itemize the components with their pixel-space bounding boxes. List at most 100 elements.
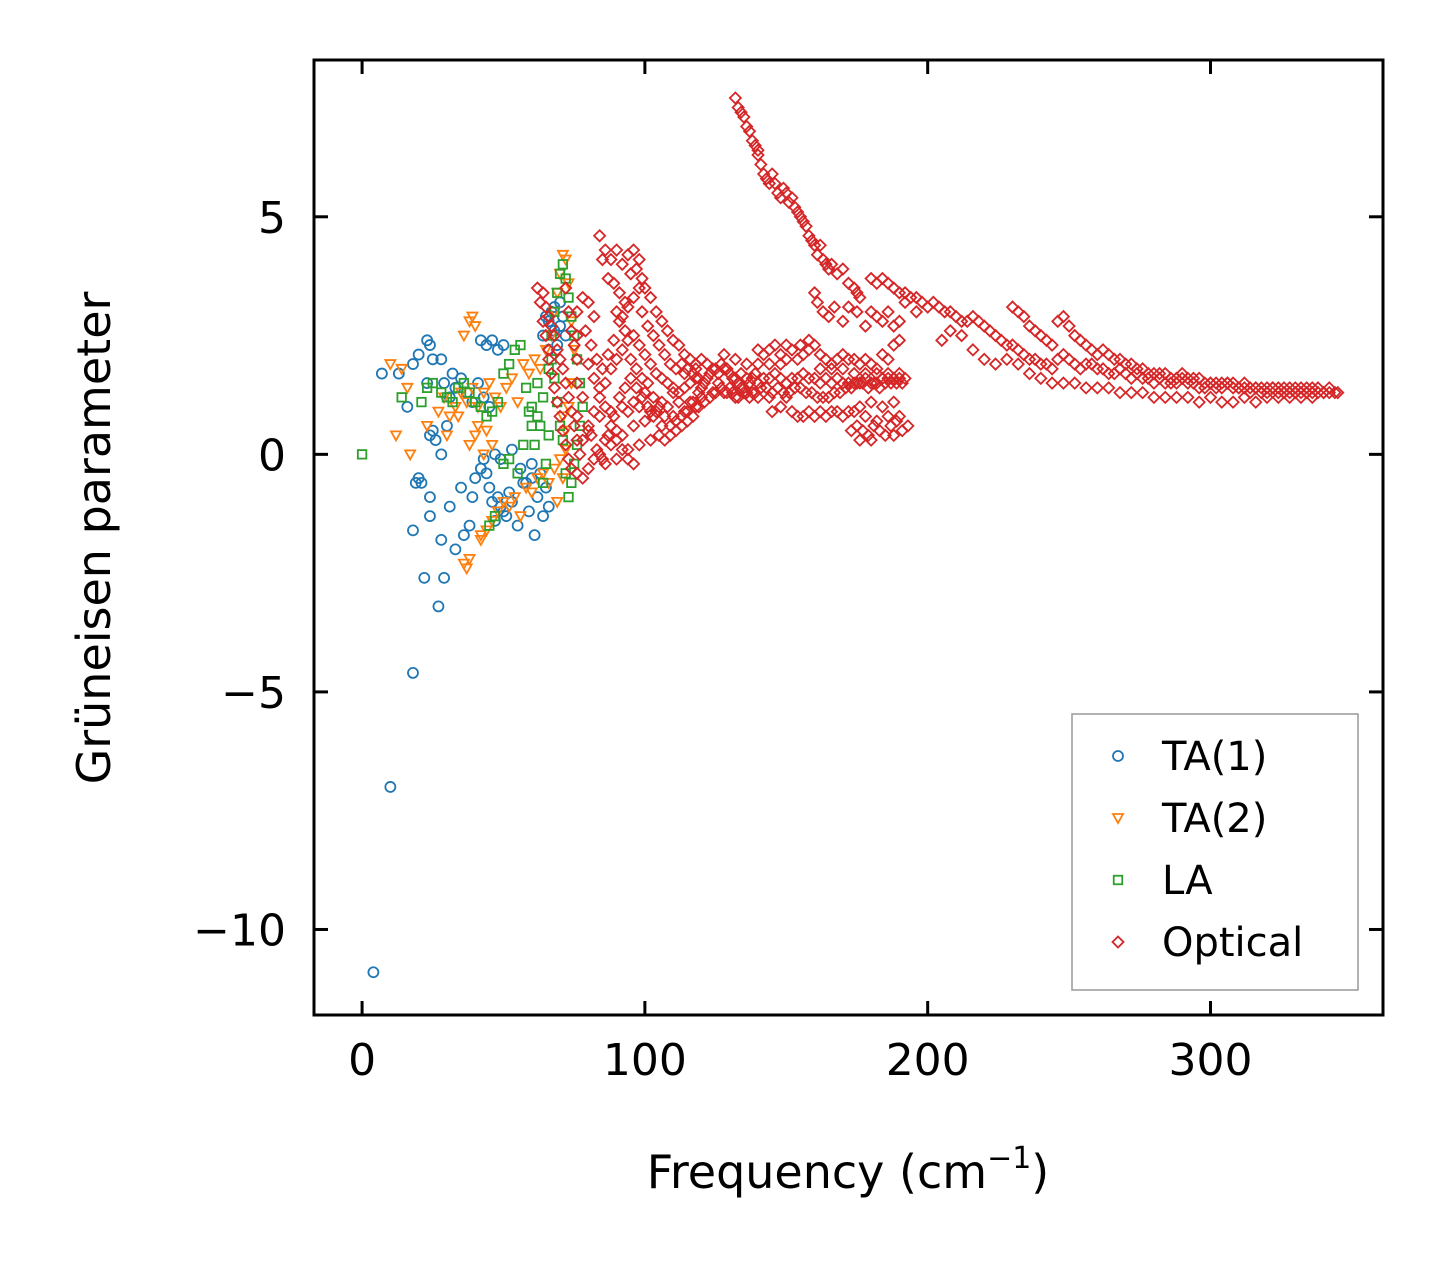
data-point	[1254, 381, 1269, 395]
data-point	[850, 305, 864, 319]
data-point	[485, 439, 499, 452]
data-point	[954, 328, 969, 343]
data-point	[1101, 381, 1116, 395]
data-point	[892, 314, 907, 329]
x-tick-label: 100	[603, 1035, 687, 1086]
data-point	[533, 363, 547, 376]
data-point	[487, 406, 498, 417]
data-point	[1045, 338, 1059, 352]
data-point	[483, 481, 496, 494]
data-point	[468, 430, 482, 443]
x-axis-label-superscript: −1	[987, 1141, 1031, 1176]
data-point	[1330, 385, 1345, 400]
data-point	[530, 281, 545, 295]
data-point	[640, 400, 655, 414]
data-point	[532, 377, 543, 389]
data-point	[503, 453, 515, 465]
data-point	[455, 481, 467, 494]
data-point	[629, 362, 644, 376]
data-point	[621, 300, 635, 314]
data-point	[416, 396, 427, 408]
data-point	[850, 376, 864, 390]
data-point	[500, 510, 513, 523]
data-point	[841, 300, 856, 314]
data-point	[561, 305, 576, 319]
data-point	[443, 411, 457, 424]
data-point	[838, 381, 853, 395]
data-point	[889, 376, 904, 390]
data-point	[529, 439, 540, 451]
data-point	[451, 411, 465, 424]
data-point	[1141, 366, 1156, 381]
data-point	[640, 319, 655, 333]
data-point	[438, 571, 450, 584]
data-point	[606, 409, 621, 424]
data-point	[389, 430, 403, 443]
data-point	[595, 452, 610, 466]
data-point	[457, 330, 471, 343]
data-point	[564, 316, 578, 329]
data-point	[816, 390, 830, 405]
data-point	[435, 353, 448, 366]
data-point	[581, 357, 596, 371]
data-point	[489, 510, 501, 522]
data-point	[853, 400, 867, 414]
data-point	[632, 438, 646, 452]
data-point	[853, 433, 867, 447]
data-point	[884, 376, 898, 390]
data-point	[737, 110, 751, 124]
data-point	[492, 396, 503, 408]
data-point	[1034, 371, 1048, 386]
data-point	[626, 243, 641, 257]
data-point	[395, 363, 409, 376]
data-point	[626, 419, 641, 433]
data-point	[1147, 390, 1161, 405]
data-point	[570, 352, 584, 367]
data-point	[870, 414, 884, 428]
legend-label: TA(1)	[1161, 734, 1267, 780]
data-point	[649, 305, 663, 319]
data-point	[1203, 376, 1218, 390]
data-point	[1186, 371, 1201, 386]
data-point	[609, 433, 624, 447]
data-point	[677, 404, 692, 419]
data-point	[539, 328, 553, 343]
data-point	[618, 324, 632, 338]
data-point	[751, 143, 765, 158]
data-point	[446, 367, 459, 380]
data-point	[640, 376, 655, 390]
data-point	[875, 314, 890, 329]
data-point	[870, 366, 884, 381]
data-point	[652, 400, 666, 414]
data-point	[415, 476, 428, 489]
data-point	[785, 371, 799, 386]
data-point	[542, 500, 555, 513]
data-point	[672, 338, 686, 352]
data-point	[1118, 357, 1133, 371]
data-point	[816, 252, 830, 267]
data-point	[480, 467, 493, 480]
data-point	[441, 419, 453, 432]
data-point	[396, 392, 407, 403]
data-point	[604, 419, 618, 433]
data-point	[466, 491, 479, 504]
data-point	[765, 167, 779, 181]
data-point	[739, 371, 754, 386]
data-point	[1226, 395, 1240, 409]
data-point	[762, 176, 777, 191]
data-point	[574, 377, 585, 389]
data-point	[785, 191, 799, 205]
data-point	[618, 381, 632, 395]
data-point	[742, 124, 757, 139]
data-point	[513, 511, 527, 523]
data-point	[954, 314, 969, 329]
data-point	[1248, 381, 1263, 395]
data-point	[1294, 381, 1308, 395]
data-point	[864, 395, 878, 409]
data-point	[474, 530, 488, 542]
data-point	[1062, 319, 1076, 333]
data-point	[892, 409, 907, 424]
data-point	[612, 390, 627, 405]
data-point	[742, 376, 757, 390]
data-point	[457, 558, 471, 571]
